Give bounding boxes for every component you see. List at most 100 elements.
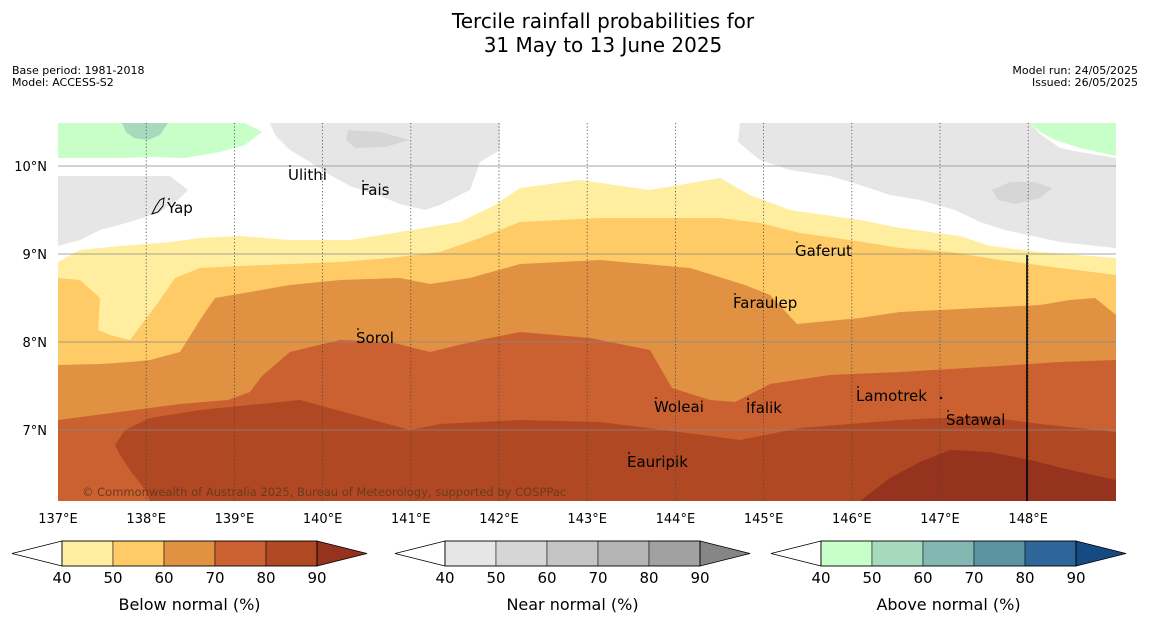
colorbar-segment bbox=[495, 540, 548, 567]
colorbar-under-triangle bbox=[11, 540, 63, 567]
base-period: Base period: 1981-2018 bbox=[12, 64, 145, 77]
place-label: Satawal bbox=[946, 411, 1005, 429]
colorbar-tick-label: 40 bbox=[435, 569, 454, 587]
latitude-tick-labels: 10°N 9°N 8°N 7°N bbox=[14, 160, 47, 439]
colorbar-tick-label: 50 bbox=[862, 569, 881, 587]
map-area: © Commonwealth of Australia 2025, Bureau… bbox=[58, 123, 1116, 501]
colorbar-segment bbox=[546, 540, 599, 567]
place-label: Yap bbox=[166, 199, 193, 217]
colorbar-tick-label: 80 bbox=[639, 569, 658, 587]
colorbar-tick-label: 40 bbox=[811, 569, 830, 587]
colorbar-segment bbox=[163, 540, 216, 567]
colorbar-segment bbox=[871, 540, 924, 567]
lon-tick-label: 146°E bbox=[832, 512, 872, 527]
title-line-1: Tercile rainfall probabilities for bbox=[451, 9, 755, 33]
colorbar-tick-label: 40 bbox=[52, 569, 71, 587]
band-below-90 bbox=[860, 450, 1116, 501]
colorbar-under-triangle bbox=[770, 540, 822, 567]
colorbar-over-triangle bbox=[1075, 540, 1127, 567]
above-normal-patch-west bbox=[58, 123, 262, 158]
meta-left: Base period: 1981-2018 Model: ACCESS-S2 bbox=[12, 65, 144, 89]
lat-tick-label: 10°N bbox=[14, 160, 47, 175]
place-label: Lamotrek bbox=[856, 387, 927, 405]
place-labels: Ulithi Fais Yap Gaferut Faraulep Sorol Lamotre… bbox=[166, 165, 1005, 471]
colorbar: 40 50 60 70 80 90 Above normal (%) bbox=[770, 540, 1127, 614]
title-line-2: 31 May to 13 June 2025 bbox=[483, 33, 723, 57]
place-marker bbox=[734, 293, 736, 295]
place-marker bbox=[289, 165, 291, 167]
colorbar-segment bbox=[265, 540, 318, 567]
issued-date: Issued: 26/05/2025 bbox=[1031, 76, 1138, 89]
place-marker bbox=[796, 241, 798, 243]
longitude-tick-labels: 137°E 138°E 139°E 140°E 141°E 142°E 143°E 144°E… bbox=[38, 512, 1048, 527]
lat-tick-label: 9°N bbox=[23, 248, 48, 263]
lon-tick-label: 148°E bbox=[1008, 512, 1048, 527]
near-normal-patch-east-inner bbox=[992, 182, 1052, 204]
copyright-text: © Commonwealth of Australia 2025, Bureau… bbox=[82, 485, 566, 499]
place-label: Faraulep bbox=[733, 294, 797, 312]
colorbar: 40 50 60 70 80 90 Near normal (%) bbox=[394, 540, 751, 614]
colorbar-over-triangle bbox=[699, 540, 751, 567]
place-label: Sorol bbox=[356, 329, 394, 347]
above-normal-patch-west-inner bbox=[122, 123, 168, 140]
colorbar-segment bbox=[61, 540, 114, 567]
place-marker bbox=[655, 397, 657, 399]
colorbar-tick-label: 80 bbox=[256, 569, 275, 587]
colorbar-outline bbox=[61, 540, 318, 567]
above-normal-patch-east bbox=[1030, 123, 1116, 156]
lon-tick-label: 141°E bbox=[391, 512, 431, 527]
colorbar-label: Below normal (%) bbox=[118, 595, 260, 614]
model-name: Model: ACCESS-S2 bbox=[12, 76, 114, 89]
colorbar-tick-label: 60 bbox=[154, 569, 173, 587]
lon-tick-label: 140°E bbox=[303, 512, 343, 527]
near-normal-patch-west bbox=[58, 176, 188, 246]
lon-tick-label: 145°E bbox=[744, 512, 784, 527]
model-run: Model run: 24/05/2025 bbox=[1012, 64, 1138, 77]
lon-tick-label: 144°E bbox=[656, 512, 696, 527]
place-marker bbox=[747, 398, 749, 400]
colorbar-label: Near normal (%) bbox=[506, 595, 638, 614]
colorbar-tick-label: 90 bbox=[307, 569, 326, 587]
colorbar-under-triangle bbox=[394, 540, 446, 567]
place-label: Woleai bbox=[654, 398, 704, 416]
island-marker bbox=[939, 396, 943, 400]
colorbar-tick-label: 90 bbox=[690, 569, 709, 587]
colorbar-label: Above normal (%) bbox=[876, 595, 1020, 614]
place-marker bbox=[947, 410, 949, 412]
near-normal-patch-east bbox=[738, 123, 1116, 248]
map-title: Tercile rainfall probabilities for 31 Ma… bbox=[0, 9, 1150, 57]
colorbar-segment bbox=[444, 540, 497, 567]
colorbar-segment bbox=[922, 540, 975, 567]
colorbar-over-triangle bbox=[316, 540, 368, 567]
lon-tick-label: 138°E bbox=[126, 512, 166, 527]
colorbar-tick-label: 90 bbox=[1066, 569, 1085, 587]
place-marker bbox=[357, 328, 359, 330]
colorbar-segment bbox=[112, 540, 165, 567]
lat-tick-label: 7°N bbox=[23, 424, 48, 439]
place-label: Gaferut bbox=[795, 242, 852, 260]
colorbar-tick-label: 50 bbox=[486, 569, 505, 587]
near-normal-patch-central bbox=[270, 123, 500, 210]
lon-tick-label: 143°E bbox=[567, 512, 607, 527]
colorbar-segment bbox=[597, 540, 650, 567]
lon-tick-label: 147°E bbox=[920, 512, 960, 527]
place-marker bbox=[362, 180, 364, 182]
colorbar-segment bbox=[214, 540, 267, 567]
near-normal-patch-central-inner bbox=[346, 130, 410, 148]
place-marker bbox=[168, 198, 170, 200]
lon-tick-label: 137°E bbox=[38, 512, 78, 527]
colorbar-tick-label: 70 bbox=[205, 569, 224, 587]
colorbar-segment bbox=[973, 540, 1026, 567]
colorbar-tick-label: 70 bbox=[588, 569, 607, 587]
colorbar-tick-label: 60 bbox=[913, 569, 932, 587]
place-marker bbox=[628, 452, 630, 454]
place-label: Ifalik bbox=[746, 399, 782, 417]
latitude-gridlines bbox=[58, 165, 1116, 431]
colorbar-segment bbox=[648, 540, 701, 567]
colorbar-tick-label: 80 bbox=[1015, 569, 1034, 587]
lat-tick-label: 8°N bbox=[23, 336, 48, 351]
yap-island-shape bbox=[151, 197, 165, 215]
colorbar-tick-label: 50 bbox=[103, 569, 122, 587]
lon-tick-label: 139°E bbox=[215, 512, 255, 527]
